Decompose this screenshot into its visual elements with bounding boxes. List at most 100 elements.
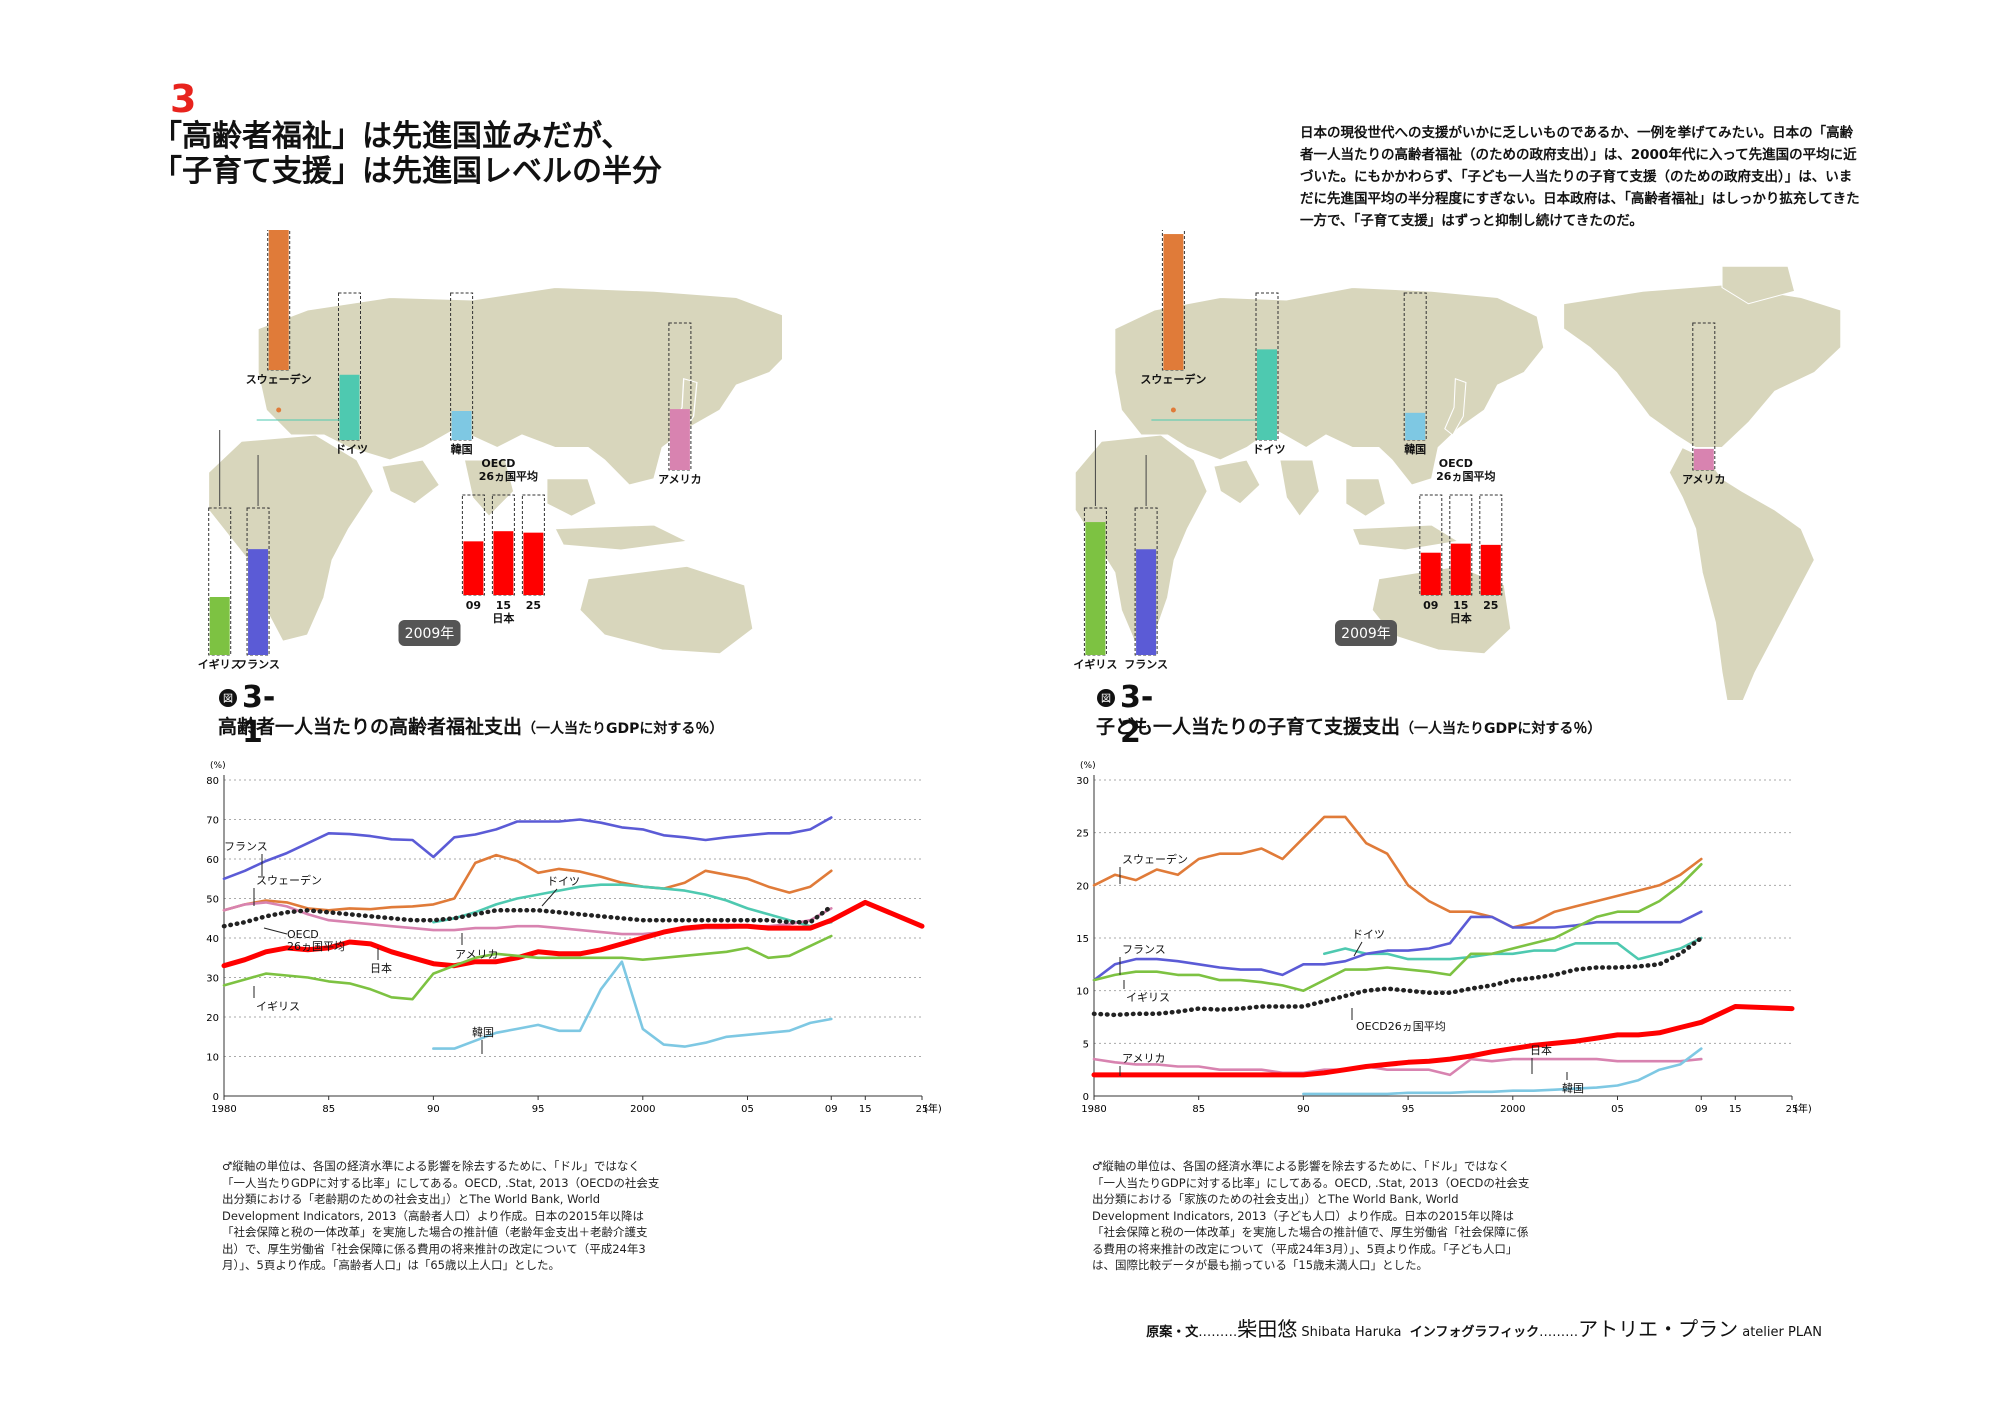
x-tick-label: 2000: [1500, 1104, 1525, 1115]
annotation-leader: [1353, 941, 1363, 957]
series-line-germany: [1322, 936, 1703, 961]
series-line-usa: [1092, 1057, 1703, 1077]
uk-bar: [209, 597, 230, 655]
continent-shape: [1668, 446, 1815, 700]
x-tick-label: 05: [741, 1104, 754, 1115]
figure-title-sub: （一人当たりGDPに対する％）: [522, 721, 724, 737]
year-badge-bg: [398, 620, 461, 646]
continent-shape: [1345, 478, 1387, 517]
series-line-korea: [1302, 1047, 1703, 1096]
series-label: アメリカ: [455, 948, 498, 961]
credit-dots: ………: [1198, 1325, 1238, 1340]
y-unit-label: (%): [210, 761, 226, 771]
germany-label: ドイツ: [335, 443, 368, 456]
figure-icon-text: 図: [223, 693, 233, 705]
figure-icon-text: 図: [1101, 693, 1111, 705]
figure-number: 3-2: [1120, 680, 1154, 750]
x-tick-label: 90: [427, 1104, 440, 1115]
oecd-label-line2: 26ヵ国平均: [479, 469, 538, 483]
x-tick-label: 95: [532, 1104, 545, 1115]
y-tick-label: 20: [206, 1013, 219, 1024]
series-line-uk: [1092, 863, 1703, 992]
x-unit-label: (年): [924, 1102, 942, 1115]
continent-shape: [579, 565, 754, 655]
y-tick-label: 40: [206, 934, 219, 945]
credit-dots: ………: [1539, 1325, 1579, 1340]
x-tick-label: 85: [322, 1104, 335, 1115]
x-tick-label: 85: [1192, 1104, 1205, 1115]
figure-number: 3-1: [242, 680, 276, 750]
sweden-marker: [276, 407, 282, 413]
x-tick-label: 95: [1402, 1104, 1415, 1115]
figure-title-main: 子ども一人当たりの子育て支援支出: [1096, 716, 1401, 738]
japan-year-label: 09: [1423, 599, 1438, 612]
continent-shape: [1721, 265, 1796, 305]
usa-label: アメリカ: [1682, 473, 1725, 486]
sweden-marker: [1170, 407, 1176, 413]
sweden-label: スウェーデン: [246, 372, 312, 386]
series-line-oecd: [221, 904, 834, 929]
series-line-sweden: [1092, 815, 1703, 929]
japan-bar: [493, 531, 514, 595]
x-tick-label: 09: [1695, 1104, 1708, 1115]
germany-bar: [1257, 349, 1277, 440]
france-bar: [248, 549, 269, 655]
continent-shape: [207, 434, 375, 642]
japan-bar: [1420, 552, 1441, 595]
france-label: フランス: [236, 658, 280, 671]
credit-info-label: インフォグラフィック: [1409, 1325, 1540, 1340]
y-tick-label: 10: [206, 1053, 219, 1064]
continent-shape: [1444, 378, 1467, 436]
japan-year-label: 15: [496, 599, 511, 612]
sweden-bar: [268, 230, 289, 370]
japan-label: 日本: [492, 611, 514, 625]
y-unit-label: (%): [1080, 761, 1096, 771]
series-line-japan: [221, 899, 925, 969]
continent-shape: [1213, 459, 1261, 505]
germany-bar: [339, 374, 360, 440]
sweden-bar: [1163, 234, 1184, 370]
korea-label: 韓国: [451, 442, 473, 456]
figure-title: 子ども一人当たりの子育て支援支出（一人当たりGDPに対する％）: [1096, 712, 1601, 739]
series-label: 日本: [1530, 1043, 1552, 1057]
series-label: OECD26ヵ国平均: [1356, 1020, 1446, 1033]
series-label: ドイツ: [547, 875, 580, 888]
y-tick-label: 60: [206, 855, 219, 866]
credit-info-name: アトリエ・プラン: [1578, 1317, 1739, 1341]
figure-title: 高齢者一人当たりの高齢者福祉支出（一人当たりGDPに対する％）: [218, 712, 723, 739]
y-tick-label: 10: [1076, 987, 1089, 998]
oecd-label-line1: OECD: [1439, 457, 1473, 470]
map-land: [1074, 265, 1842, 700]
japan-bar: [463, 541, 484, 595]
usa-bar: [669, 409, 690, 470]
x-tick-label: 90: [1297, 1104, 1310, 1115]
x-tick-label: 09: [825, 1104, 838, 1115]
y-tick-label: 25: [1076, 829, 1089, 840]
y-tick-label: 80: [206, 776, 219, 787]
intro-paragraph: 日本の現役世代への支援がいかに乏しいものであるか、一例を挙げてみたい。日本の「高…: [1300, 125, 1860, 229]
figure-icon: [1097, 689, 1115, 707]
year-badge: 2009年: [1341, 626, 1391, 642]
line-chart-elderly-welfare: 0 10 20 30 40 50 60 70 80 (%) 1980 85 90 95 2000 05 09 15…: [206, 761, 942, 1115]
year-badge-bg: [1335, 620, 1397, 646]
oecd-label-line2: 26ヵ国平均: [1436, 469, 1495, 483]
section-number: 3: [170, 77, 197, 121]
series-label: 日本: [370, 961, 392, 975]
y-tick-label: 50: [206, 895, 219, 906]
continent-shape: [1371, 565, 1512, 655]
credit-original-name: 柴田悠: [1237, 1317, 1298, 1341]
korea-bar: [451, 411, 472, 440]
series-line-france: [222, 816, 833, 881]
x-tick-label: 15: [1729, 1104, 1742, 1115]
uk-bar: [1085, 522, 1106, 655]
figure-icon: [219, 689, 237, 707]
y-tick-label: 70: [206, 816, 219, 827]
oecd-label-line1: OECD: [481, 457, 515, 470]
x-tick-label: 15: [859, 1104, 872, 1115]
continent-shape: [1563, 284, 1842, 448]
series-line-france: [1092, 910, 1703, 982]
x-tick-label: 2000: [630, 1104, 655, 1115]
